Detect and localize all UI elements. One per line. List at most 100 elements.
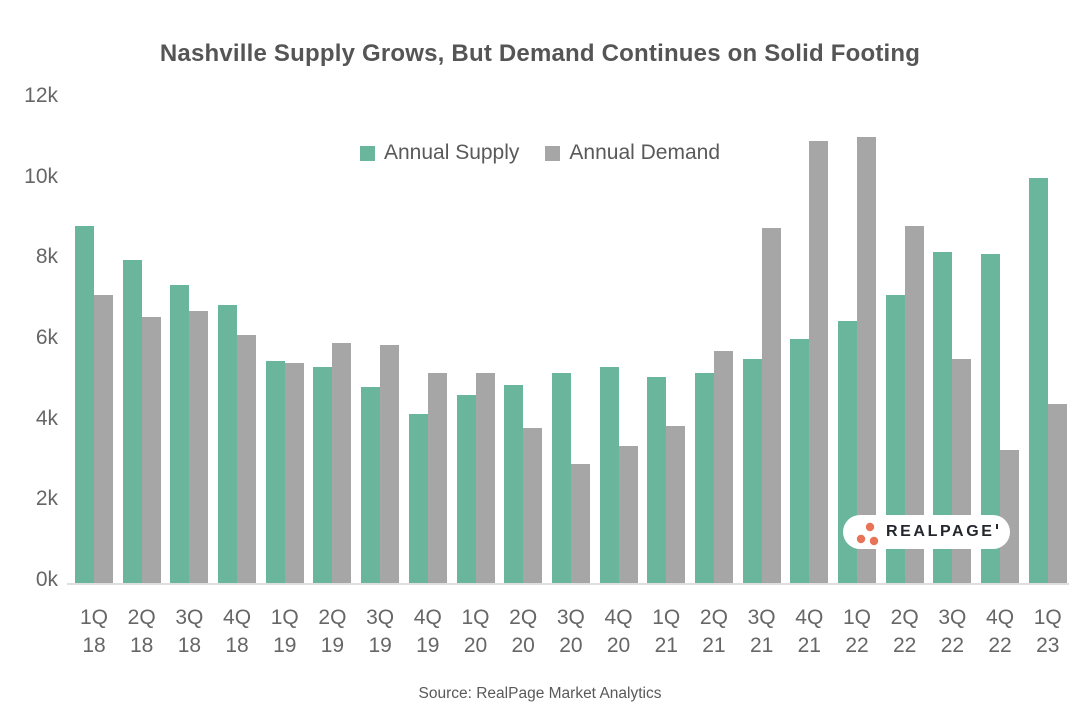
x-tick-2q-18: 2Q 18	[127, 606, 156, 657]
bar-annual-demand-2q-18	[141, 317, 161, 583]
y-tick-10k: 10k	[24, 165, 58, 188]
x-axis: 1Q 18 2Q 18 3Q 18 4Q 18 1Q 19 2Q 19 3Q 19 4Q 19 1Q 20 2Q 20…	[75, 604, 1067, 660]
bar-annual-demand-4q-18	[237, 335, 257, 583]
bar-annual-demand-1q-19	[284, 363, 304, 583]
bar-annual-demand-2q-22	[904, 226, 924, 583]
bar-series	[75, 99, 1067, 583]
x-tick-4q-22: 4Q 22	[986, 606, 1015, 657]
bar-annual-supply-1q-18	[75, 226, 94, 583]
legend: Annual Supply Annual Demand	[0, 141, 1080, 165]
bar-annual-supply-2q-20	[504, 385, 524, 583]
x-tick-4q-21: 4Q 21	[795, 606, 824, 657]
realpage-logo-text: REALPAGE	[886, 523, 995, 540]
bar-group-4q-20	[599, 99, 638, 583]
x-tick-2q-19: 2Q 19	[318, 606, 347, 657]
bar-annual-supply-4q-20	[599, 367, 619, 583]
x-tick-3q-18: 3Q 18	[175, 606, 204, 657]
source-note: Source: RealPage Market Analytics	[418, 685, 662, 702]
bar-group-2q-21	[694, 99, 733, 583]
chart-title: Nashville Supply Grows, But Demand Conti…	[159, 40, 921, 67]
realpage-dots-icon	[856, 522, 879, 546]
bar-group-2q-19	[313, 99, 352, 583]
y-tick-12k: 12k	[24, 84, 58, 107]
bar-annual-supply-2q-19	[313, 367, 333, 583]
x-tick-3q-21: 3Q 21	[747, 606, 776, 657]
legend-label-demand: Annual Demand	[569, 141, 721, 164]
x-tick-1q-18: 1Q 18	[79, 606, 108, 657]
bar-annual-demand-1q-23	[1047, 404, 1067, 583]
legend-item-demand: Annual Demand	[545, 141, 720, 165]
bar-annual-supply-1q-19	[265, 361, 285, 583]
bar-annual-supply-4q-19	[408, 414, 428, 583]
plot-area	[67, 99, 1069, 585]
bar-annual-supply-1q-20	[456, 395, 476, 583]
bar-annual-demand-3q-19	[380, 345, 400, 583]
bar-group-3q-22	[933, 99, 972, 583]
bar-annual-demand-2q-20	[523, 428, 543, 583]
bar-group-1q-18	[75, 99, 113, 583]
x-tick-2q-21: 2Q 21	[699, 606, 728, 657]
bar-annual-demand-3q-20	[570, 464, 590, 583]
y-tick-6k: 6k	[35, 326, 58, 349]
bar-annual-supply-4q-21	[790, 339, 810, 583]
bar-annual-demand-1q-20	[475, 373, 495, 583]
x-tick-1q-22: 1Q 22	[842, 606, 871, 657]
bar-annual-demand-1q-18	[94, 295, 113, 583]
bar-group-3q-19	[361, 99, 400, 583]
bar-group-3q-18	[170, 99, 209, 583]
bar-group-2q-20	[504, 99, 543, 583]
x-axis-line	[67, 583, 1069, 585]
bar-annual-demand-1q-22	[857, 137, 876, 583]
bar-annual-supply-3q-18	[170, 285, 190, 583]
bar-group-1q-22	[838, 99, 876, 583]
bar-group-1q-19	[265, 99, 304, 583]
bar-group-4q-21	[790, 99, 829, 583]
bar-annual-demand-4q-19	[427, 373, 447, 583]
x-tick-4q-20: 4Q 20	[604, 606, 633, 657]
y-tick-2k: 2k	[35, 487, 58, 510]
x-tick-4q-19: 4Q 19	[413, 606, 442, 657]
bar-annual-supply-4q-18	[218, 305, 238, 583]
bar-group-3q-20	[551, 99, 590, 583]
bar-annual-demand-4q-22	[1000, 450, 1020, 583]
bar-annual-supply-2q-21	[694, 373, 714, 583]
x-tick-3q-22: 3Q 22	[938, 606, 967, 657]
y-tick-8k: 8k	[35, 245, 58, 268]
bar-annual-demand-4q-20	[618, 446, 638, 583]
legend-label-supply: Annual Supply	[383, 141, 520, 164]
realpage-logo: REALPAGE	[843, 515, 1010, 549]
bar-group-1q-20	[456, 99, 495, 583]
bar-annual-demand-3q-22	[952, 359, 972, 583]
bar-group-4q-19	[408, 99, 447, 583]
y-tick-0k: 0k	[35, 568, 58, 591]
bar-annual-demand-3q-18	[189, 311, 209, 583]
x-tick-1q-20: 1Q 20	[461, 606, 490, 657]
demand-swatch-icon	[545, 145, 561, 161]
x-tick-1q-19: 1Q 19	[270, 606, 299, 657]
bar-annual-demand-2q-19	[332, 343, 352, 583]
x-tick-2q-22: 2Q 22	[890, 606, 919, 657]
bar-group-2q-18	[122, 99, 161, 583]
bar-annual-demand-3q-21	[761, 228, 781, 583]
x-tick-3q-20: 3Q 20	[556, 606, 585, 657]
bar-annual-demand-1q-21	[666, 426, 686, 583]
legend-item-supply: Annual Supply	[359, 141, 520, 165]
bar-annual-supply-1q-21	[647, 377, 667, 583]
bar-group-1q-21	[647, 99, 686, 583]
bar-annual-supply-4q-22	[981, 254, 1001, 583]
bar-group-3q-21	[742, 99, 781, 583]
bar-annual-demand-4q-21	[809, 141, 829, 583]
bar-annual-demand-2q-21	[713, 351, 733, 583]
x-tick-1q-23: 1Q 23	[1033, 606, 1062, 657]
y-axis: 0k 2k 4k 6k 8k 10k 12k	[0, 84, 58, 591]
x-tick-3q-19: 3Q 19	[366, 606, 395, 657]
bar-annual-supply-3q-21	[742, 359, 762, 583]
x-tick-4q-18: 4Q 18	[223, 606, 252, 657]
bar-annual-supply-3q-22	[933, 252, 953, 583]
bar-annual-supply-2q-22	[885, 295, 905, 583]
bar-group-2q-22	[885, 99, 924, 583]
x-tick-2q-20: 2Q 20	[509, 606, 538, 657]
bar-group-4q-18	[218, 99, 257, 583]
bar-annual-supply-1q-23	[1028, 178, 1048, 583]
